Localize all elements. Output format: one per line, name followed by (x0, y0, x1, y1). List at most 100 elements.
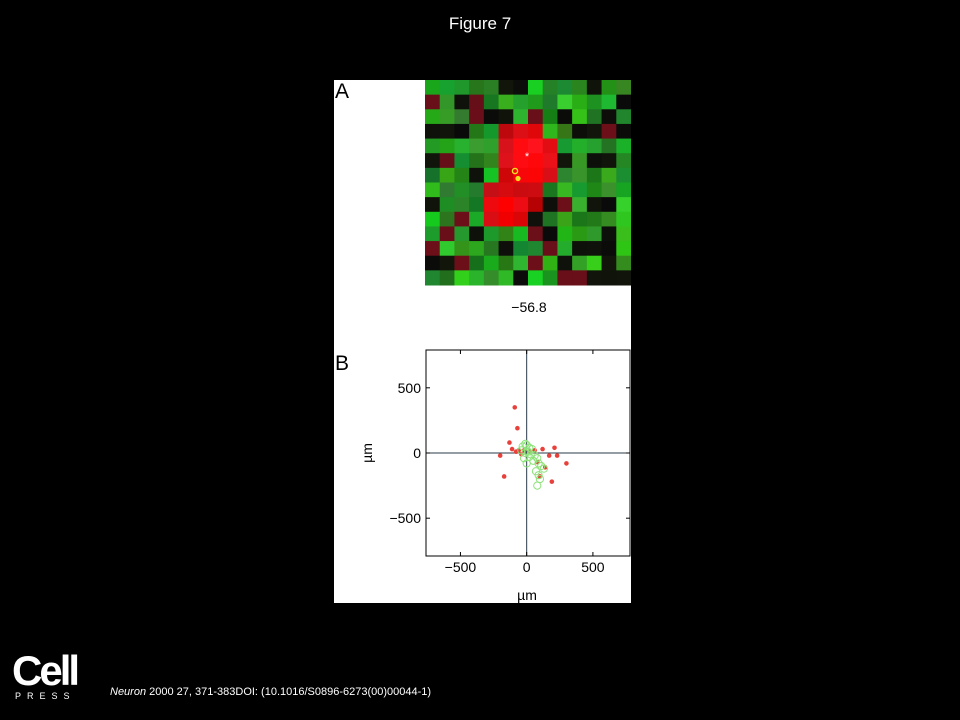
heatmap-cell (483, 211, 500, 227)
heatmap-cell (439, 255, 455, 271)
heatmap-cell (469, 241, 485, 257)
heatmap-cell (498, 270, 514, 286)
heatmap-cell (483, 226, 500, 242)
heatmap-cell (469, 123, 485, 140)
heatmap-cell (513, 109, 529, 125)
heatmap-cell (513, 197, 529, 213)
data-point-star (549, 479, 555, 484)
heatmap-value-label: −56.8 (511, 299, 547, 315)
heatmap-cell (586, 94, 603, 110)
heatmap-cell (425, 255, 441, 271)
heatmap-cell (528, 94, 544, 110)
heatmap-cell (439, 241, 455, 257)
heatmap-cell (498, 94, 514, 110)
heatmap-cell (572, 182, 588, 198)
heatmap-cell (557, 197, 573, 213)
peak-marker: * (525, 151, 530, 163)
heatmap-cell (528, 167, 544, 183)
heatmap-cell (528, 109, 544, 125)
scatter-plot: −500 0 500 500 0 −500 (389, 349, 631, 575)
heatmap-cell (572, 197, 588, 213)
heatmap-cell (483, 255, 500, 271)
data-point-circle (537, 461, 546, 471)
heatmap-cell (557, 182, 573, 198)
heatmap-cell (528, 241, 544, 257)
data-point-star (554, 453, 560, 458)
heatmap-cell (439, 153, 455, 169)
heatmap-cell (454, 270, 470, 286)
heatmap-cell (616, 241, 631, 257)
heatmap-cell (469, 80, 485, 96)
heatmap-cell (513, 167, 529, 183)
heatmap-cell (513, 123, 529, 140)
data-point-circle (533, 481, 542, 490)
heatmap-cell (498, 241, 514, 257)
heatmap-cell (542, 109, 558, 125)
heatmap-cell (483, 94, 500, 110)
heatmap-cell (483, 109, 500, 125)
heatmap-cell (513, 255, 529, 271)
heatmap-cell (425, 138, 441, 154)
heatmap-cell (528, 270, 544, 286)
heatmap-cell (557, 138, 573, 154)
heatmap-cell (542, 94, 558, 110)
heatmap-cell (513, 182, 529, 198)
heatmap-cell (542, 167, 558, 183)
heatmap-cell (586, 109, 603, 125)
heatmap-cell (586, 153, 603, 169)
heatmap-cell (454, 241, 470, 257)
heatmap-cell (616, 123, 631, 140)
heatmap-cell (557, 241, 573, 257)
heatmap-cell (425, 270, 441, 286)
data-point-star (507, 440, 512, 445)
x-tick-label: −500 (445, 559, 477, 575)
heatmap-cell (572, 138, 588, 154)
heatmap-cell (528, 138, 544, 154)
heatmap-cell (469, 211, 485, 227)
heatmap-cell (454, 109, 470, 125)
heatmap-cell (513, 226, 529, 242)
citation: Neuron 2000 27, 371-383DOI: (10.1016/S08… (110, 686, 431, 698)
heatmap-cell (616, 138, 631, 154)
heatmap-cell (616, 80, 631, 96)
heatmap-cell (513, 94, 529, 110)
heatmap-cell (439, 226, 455, 242)
heatmap-cell (616, 94, 631, 110)
heatmap-cell (483, 197, 500, 213)
y-tick-label: 500 (398, 380, 422, 396)
cell-press-logo: Cell PRESS (12, 647, 82, 703)
heatmap-cell (454, 153, 470, 169)
heatmap-cell (572, 167, 588, 183)
heatmap-cell (454, 211, 470, 227)
heatmap-cell (572, 94, 588, 110)
heatmap-cell (586, 182, 603, 198)
heatmap-cell (616, 167, 631, 183)
heatmap-cell (586, 197, 603, 213)
heatmap-cell (469, 167, 485, 183)
heatmap-cell (572, 109, 588, 125)
heatmap-cell (528, 182, 544, 198)
heatmap-cell (425, 123, 441, 140)
heatmap-cell (542, 153, 558, 169)
heatmap-cell (586, 123, 603, 140)
heatmap-cell (601, 211, 617, 227)
heatmap-cell (528, 153, 544, 169)
heatmap-cell (542, 123, 558, 140)
heatmap-cell (498, 167, 514, 183)
heatmap-cell (586, 270, 603, 286)
heatmap-cell (498, 226, 514, 242)
heatmap-cell (469, 94, 485, 110)
heatmap-cell (469, 255, 485, 271)
yellow-filled-circle (515, 175, 521, 182)
heatmap-cell (557, 109, 573, 125)
heatmap-cell (586, 226, 603, 242)
heatmap-cell (425, 211, 441, 227)
heatmap-cell (513, 80, 529, 96)
heatmap-cell (528, 226, 544, 242)
heatmap-cell (483, 123, 500, 140)
heatmap-cell (425, 182, 441, 198)
heatmap-cell (454, 197, 470, 213)
heatmap-cell (557, 226, 573, 242)
data-point-star (552, 445, 557, 451)
heatmap-cell (439, 109, 455, 125)
